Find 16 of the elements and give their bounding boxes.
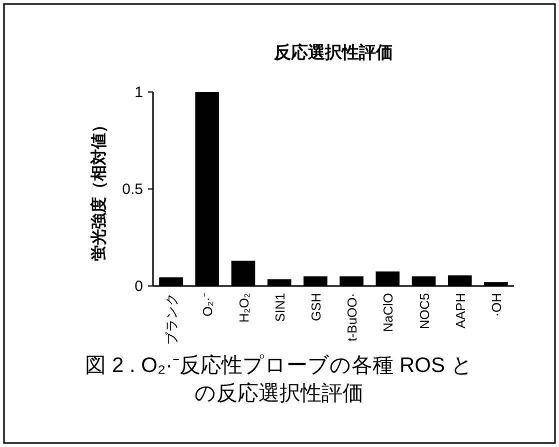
x-tick-label: AAPH [452, 293, 468, 328]
x-tick-label: ブランク [164, 293, 180, 345]
y-axis-title: 蛍光強度（相対値） [89, 117, 108, 261]
y-tick-label: 0.5 [122, 181, 143, 198]
x-tick-label: t-BuOO· [344, 293, 360, 342]
y-tick-label: 1 [134, 84, 143, 101]
caption: 図 2 . O₂·⁻反応性プローブの各種 ROS との反応選択性評価 [84, 353, 474, 407]
x-tick-label: GSH [308, 293, 324, 322]
x-tick-label: NaClO [380, 293, 396, 332]
chart-title: 反応選択性評価 [273, 43, 393, 62]
x-tick-label: SIN1 [272, 293, 288, 322]
x-tick-label: O₂·⁻ [200, 293, 216, 316]
x-tick-label: H₂O₂ [236, 293, 252, 323]
y-tick-label: 0 [134, 278, 143, 295]
x-tick-label: NOC5 [416, 293, 432, 330]
x-tick-label: ·OH [488, 293, 504, 317]
